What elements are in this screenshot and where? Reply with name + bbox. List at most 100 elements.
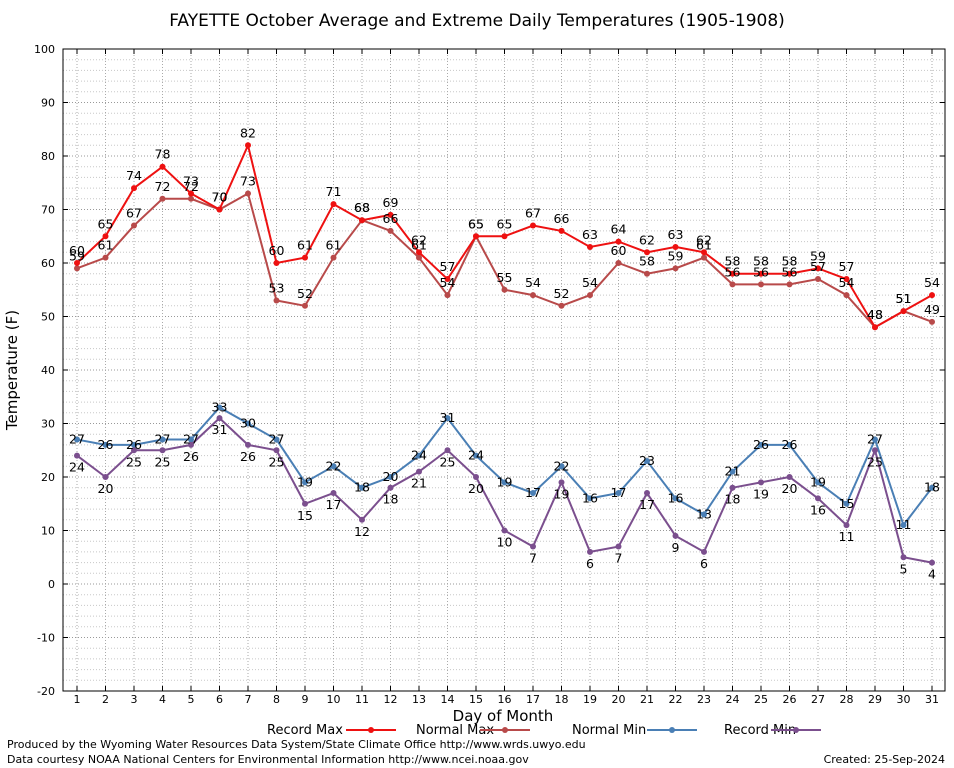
data-label: 63 <box>668 227 684 242</box>
data-label: 61 <box>411 238 427 253</box>
data-label: 59 <box>810 248 826 263</box>
y-axis-label: Temperature (F) <box>3 310 21 431</box>
data-label: 51 <box>896 291 912 306</box>
data-point <box>729 281 736 288</box>
data-label: 16 <box>810 502 826 517</box>
x-tick-label: 6 <box>216 693 223 706</box>
data-label: 10 <box>497 535 513 550</box>
data-label: 27 <box>183 432 199 447</box>
data-point <box>74 436 80 443</box>
data-label: 15 <box>839 496 855 511</box>
data-point <box>359 484 365 491</box>
data-label: 11 <box>896 517 912 532</box>
x-tick-label: 16 <box>498 693 512 706</box>
x-tick-label: 30 <box>897 693 911 706</box>
data-label: 65 <box>468 216 484 231</box>
data-label: 61 <box>297 238 313 253</box>
data-point <box>758 270 764 277</box>
y-tick-label: 100 <box>34 43 55 56</box>
data-point <box>501 286 508 293</box>
data-point <box>245 441 251 448</box>
data-point <box>758 441 764 448</box>
data-label: 17 <box>326 497 342 512</box>
legend-label: Record Min <box>724 723 796 738</box>
data-point <box>444 447 451 454</box>
grid-lines <box>63 49 945 691</box>
y-tick-label: -10 <box>37 632 55 645</box>
x-tick-label: 29 <box>868 693 882 706</box>
data-label: 19 <box>497 474 513 489</box>
data-point <box>672 495 679 502</box>
data-label: 78 <box>155 147 171 162</box>
data-point <box>701 548 707 555</box>
data-point <box>302 500 308 507</box>
data-point <box>786 474 793 480</box>
data-point <box>530 222 536 229</box>
data-label: 48 <box>867 307 883 322</box>
data-point <box>900 554 907 561</box>
data-label: 7 <box>529 551 537 566</box>
data-label: 82 <box>240 125 256 140</box>
x-tick-label: 14 <box>441 693 455 706</box>
y-tick-label: 90 <box>41 97 55 110</box>
x-tick-label: 21 <box>640 693 654 706</box>
data-label: 18 <box>354 480 370 495</box>
y-tick-label: 40 <box>41 364 55 377</box>
data-point <box>159 436 166 443</box>
data-point <box>359 217 365 224</box>
data-label: 27 <box>269 432 285 447</box>
data-point <box>587 495 593 502</box>
data-label: 27 <box>155 432 171 447</box>
data-point <box>815 265 821 272</box>
data-label: 26 <box>183 449 199 464</box>
data-label: 22 <box>326 458 342 473</box>
data-point <box>615 238 622 245</box>
data-point <box>815 276 821 283</box>
data-point <box>473 233 479 240</box>
data-point <box>273 447 280 454</box>
data-label: 20 <box>468 481 484 496</box>
y-tick-label: -20 <box>37 685 55 698</box>
data-point <box>302 254 308 261</box>
data-point <box>416 452 422 459</box>
data-point <box>672 265 679 272</box>
x-tick-label: 12 <box>384 693 398 706</box>
data-label: 19 <box>554 486 570 501</box>
data-point <box>729 270 736 277</box>
legend-label: Normal Max <box>416 723 494 738</box>
data-label: 49 <box>924 302 940 317</box>
data-point <box>843 522 850 529</box>
data-point <box>131 441 137 448</box>
data-label: 62 <box>639 232 655 247</box>
data-label: 23 <box>639 453 655 468</box>
data-label: 64 <box>611 222 627 237</box>
data-label: 15 <box>297 508 313 523</box>
y-tick-label: 20 <box>41 471 55 484</box>
data-point <box>843 500 850 507</box>
data-label: 19 <box>297 474 313 489</box>
data-label: 61 <box>696 238 712 253</box>
data-point <box>929 318 935 325</box>
data-label: 62 <box>411 232 427 247</box>
data-label: 31 <box>440 410 456 425</box>
data-point <box>929 292 935 299</box>
x-tick-label: 25 <box>754 693 768 706</box>
data-label: 56 <box>782 264 798 279</box>
data-label: 65 <box>468 216 484 231</box>
x-axis: 1 2 3 4 5 6 7 8 9 10 11 12 13 14 15 16 17 18 19 20 21 22 23 24 2… <box>74 49 939 706</box>
legend-marker <box>368 727 374 733</box>
data-point <box>872 324 878 331</box>
data-point <box>701 254 707 261</box>
data-label: 68 <box>354 200 370 215</box>
data-point <box>644 249 650 256</box>
data-point <box>843 276 850 283</box>
data-label: 7 <box>615 551 623 566</box>
x-tick-label: 31 <box>925 693 939 706</box>
data-label: 72 <box>155 179 171 194</box>
data-label: 72 <box>183 179 199 194</box>
data-label: 55 <box>497 270 513 285</box>
data-label: 6 <box>700 556 708 571</box>
data-label: 13 <box>696 506 712 521</box>
data-point <box>159 447 166 454</box>
data-label: 11 <box>839 529 855 544</box>
